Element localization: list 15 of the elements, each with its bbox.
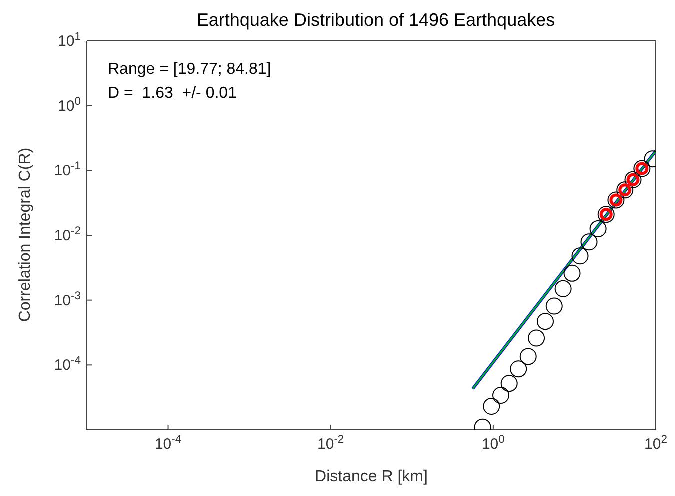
chart-title: Earthquake Distribution of 1496 Earthquakes xyxy=(196,10,556,31)
y-tick-label: 10$^{0}$ xyxy=(58,96,81,115)
x-axis-title: Distance R [km] xyxy=(315,468,428,486)
y-tick-label: 10$^{-1}$ xyxy=(54,160,81,180)
annotation: D = 1.63 +/- 0.01 xyxy=(108,84,238,104)
y-tick-label: 10$^{-4}$ xyxy=(54,355,81,374)
x-tick-label: 10$^{2}$ xyxy=(644,434,668,453)
y-tick-label: 10$^{-2}$ xyxy=(54,226,81,244)
y-tick-label: 10$^{1}$ xyxy=(58,31,81,50)
y-tick-label: 10$^{-3}$ xyxy=(54,290,81,310)
x-tick-label: 10$^{-2}$ xyxy=(318,434,344,453)
x-tick-label: 10$^{-4}$ xyxy=(154,434,182,453)
y-axis-title: Correlation Integral C(R) xyxy=(17,148,34,322)
x-tick-label: 10$^{0}$ xyxy=(482,434,505,453)
annotation: Range = [19.77; 84.81] xyxy=(108,60,272,80)
